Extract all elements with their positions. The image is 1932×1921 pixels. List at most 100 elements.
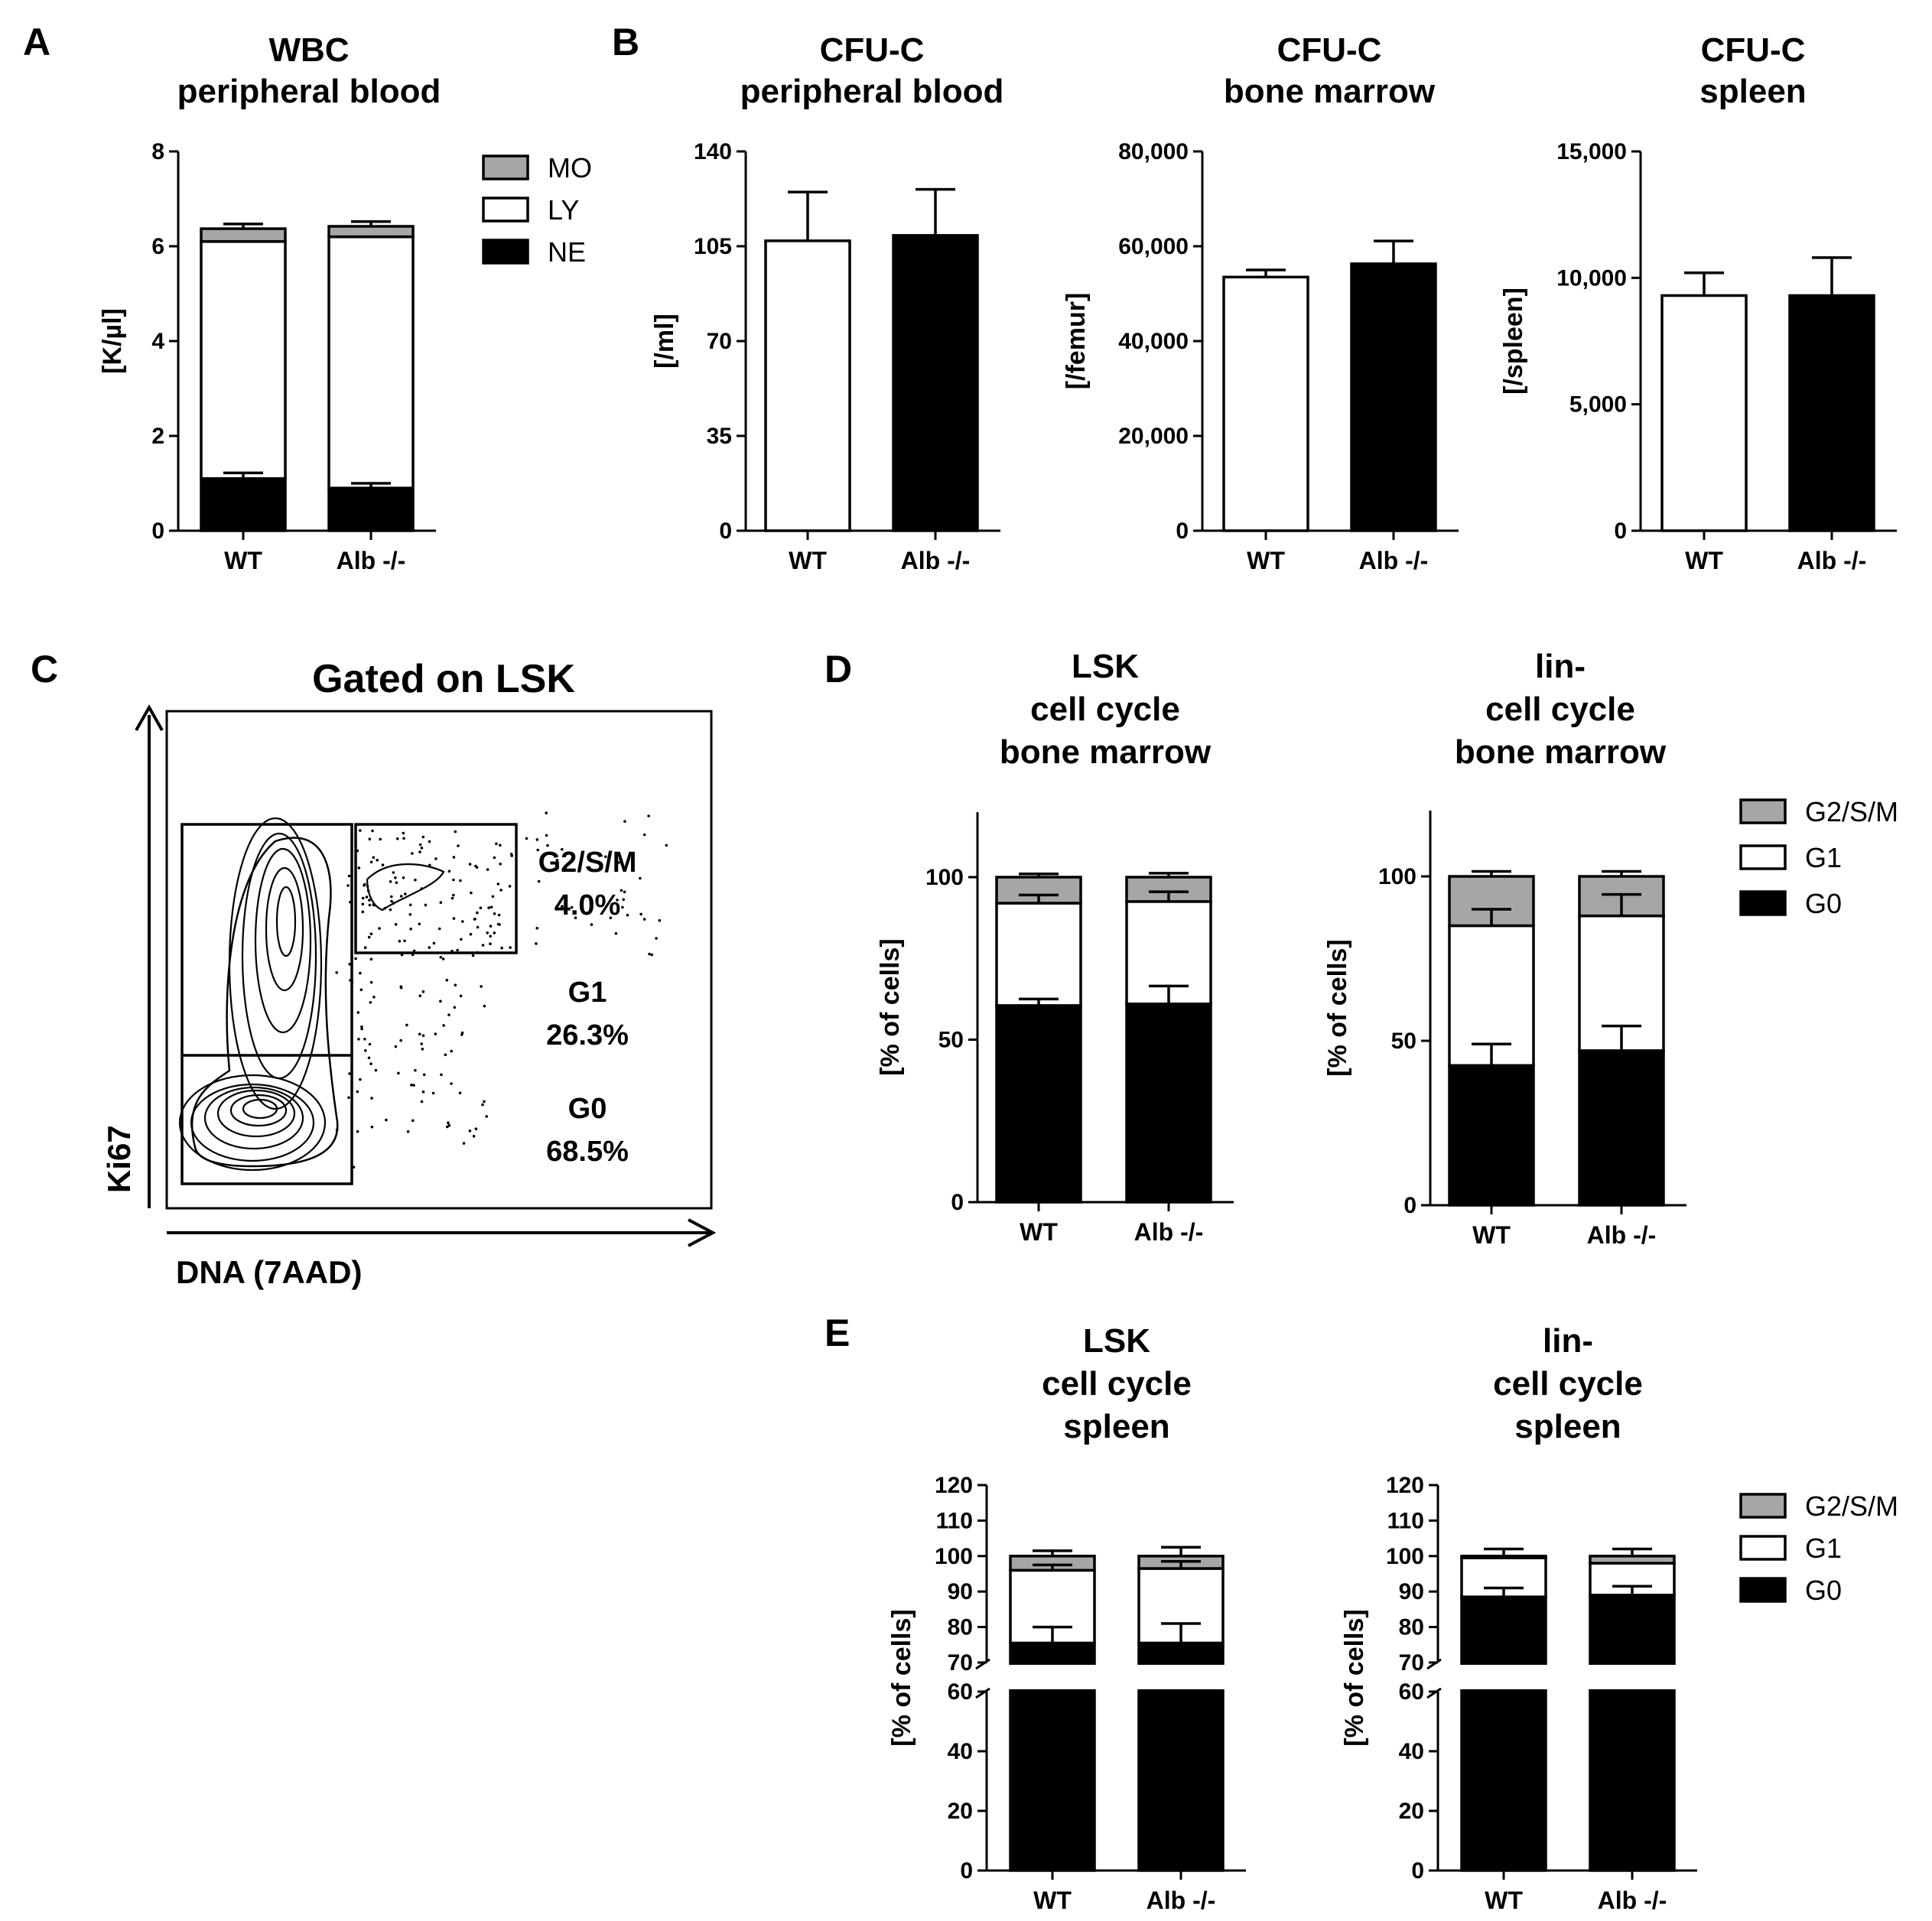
flow-event-dot — [408, 913, 412, 916]
y-tick-label: 70 — [948, 1650, 973, 1676]
flow-event-dot — [493, 931, 496, 934]
flow-event-dot — [486, 931, 489, 934]
flow-contour-outer — [190, 837, 339, 1168]
y-axis-label: [% of cells] — [1323, 939, 1352, 1076]
flow-event-dot — [561, 847, 564, 851]
y-tick-label: 0 — [719, 518, 732, 544]
flow-event-dot — [421, 1034, 425, 1037]
flow-event-dot — [469, 932, 473, 936]
flow-xlabel: DNA (7AAD) — [176, 1254, 362, 1290]
flow-event-dot — [479, 906, 483, 909]
y-tick-label: 20 — [948, 1799, 973, 1824]
flow-event-dot — [623, 820, 626, 823]
flow-event-dot — [374, 1068, 378, 1072]
flow-event-dot — [366, 889, 370, 892]
flow-event-dot — [370, 1125, 374, 1129]
flow-event-dot — [367, 935, 371, 939]
flow-event-dot — [414, 878, 417, 882]
flow-contour — [178, 1074, 327, 1172]
flow-event-dot — [408, 903, 412, 907]
gate-label-g1: G1 — [568, 977, 607, 1009]
flow-event-dot — [614, 931, 618, 935]
legend-label: G2/S/M — [1805, 796, 1898, 827]
flow-event-dot — [360, 1025, 363, 1029]
chart-title: spleen — [1063, 1408, 1169, 1445]
flow-event-dot — [335, 1128, 339, 1132]
bar-segment-g1 — [1448, 924, 1535, 1067]
y-tick-label: 20 — [1399, 1799, 1424, 1824]
flow-event-dot — [368, 899, 371, 902]
axis-break-mark — [1426, 1658, 1442, 1670]
flow-contour — [229, 1094, 288, 1127]
flow-event-dot — [354, 957, 357, 960]
axis-break-gap — [1007, 1665, 1098, 1689]
bar-segment-ly — [327, 235, 415, 489]
y-tick-label: 8 — [151, 139, 164, 164]
flow-event-dot — [404, 892, 407, 895]
flow-event-dot — [489, 925, 493, 928]
flow-event-dot — [473, 918, 476, 921]
flow-event-dot — [658, 918, 662, 922]
flow-event-dot — [399, 895, 403, 898]
chart-title: cell cycle — [1042, 1365, 1192, 1403]
y-tick-label: 70 — [1399, 1650, 1424, 1676]
flow-event-dot — [420, 1100, 424, 1104]
flow-cytometry-plot: Gated on LSK G2/S/M 4.0% G1 26.3% G0 68.… — [101, 657, 717, 1290]
flow-event-dot — [486, 868, 490, 871]
flow-event-dot — [496, 882, 500, 886]
panel-label-e: E — [825, 1312, 850, 1354]
flow-event-dot — [483, 1004, 486, 1008]
x-tick-label: Alb -/- — [1797, 547, 1867, 574]
flow-title: Gated on LSK — [312, 657, 575, 701]
chart-title: cell cycle — [1485, 691, 1635, 728]
flow-event-dot — [428, 863, 431, 867]
bar-segment-g0 — [995, 1004, 1082, 1204]
flow-event-dot — [453, 1006, 457, 1009]
bar-segment-g0 — [1448, 1064, 1535, 1207]
flow-event-dot — [347, 874, 351, 878]
flow-x-arrowhead — [688, 1218, 717, 1247]
flow-event-dot — [428, 840, 431, 843]
flow-event-dot — [543, 854, 546, 857]
y-axis-label: [K/µl] — [98, 308, 127, 374]
flow-event-dot — [392, 902, 395, 905]
flow-event-dot — [440, 1073, 443, 1077]
flow-event-dot — [371, 829, 374, 833]
y-tick-label: 50 — [1391, 1029, 1416, 1054]
flow-event-dot — [418, 922, 421, 925]
flow-event-dot — [376, 859, 379, 862]
axis-break-gap — [1136, 1665, 1226, 1689]
flow-event-dot — [461, 920, 464, 923]
flow-event-dot — [381, 863, 385, 866]
flow-event-dot — [431, 1091, 435, 1095]
flow-event-dot — [359, 988, 363, 992]
flow-event-dot — [489, 934, 492, 938]
flow-event-dot — [420, 1042, 423, 1045]
flow-event-dot — [454, 983, 457, 987]
flow-contour — [275, 886, 297, 957]
bar-wt — [764, 239, 851, 532]
flow-event-dot — [483, 1100, 486, 1104]
flow-event-dot — [394, 923, 398, 926]
flow-event-dot — [495, 842, 498, 846]
flow-event-dot — [411, 1119, 415, 1123]
flow-event-dot — [422, 1073, 426, 1077]
flow-event-dot — [457, 844, 460, 847]
flow-event-dot — [447, 1121, 450, 1124]
legend-label: MO — [548, 152, 592, 184]
flow-event-dot — [369, 980, 373, 984]
axis-break-mark — [975, 1658, 990, 1670]
flow-event-dot — [361, 896, 365, 900]
chart-title: CFU-C — [1277, 31, 1382, 69]
flow-event-dot — [364, 1049, 367, 1052]
gate-label-g0: G0 — [568, 1093, 607, 1125]
flow-event-dot — [616, 899, 619, 902]
chart-title: lin- — [1543, 1322, 1593, 1360]
flow-event-dot — [450, 1082, 453, 1085]
bar-alb-ko — [892, 234, 979, 532]
flow-event-dot — [403, 939, 406, 943]
flow-event-dot — [359, 971, 362, 975]
flow-event-dot — [390, 899, 393, 903]
flow-event-dot — [397, 1071, 400, 1075]
